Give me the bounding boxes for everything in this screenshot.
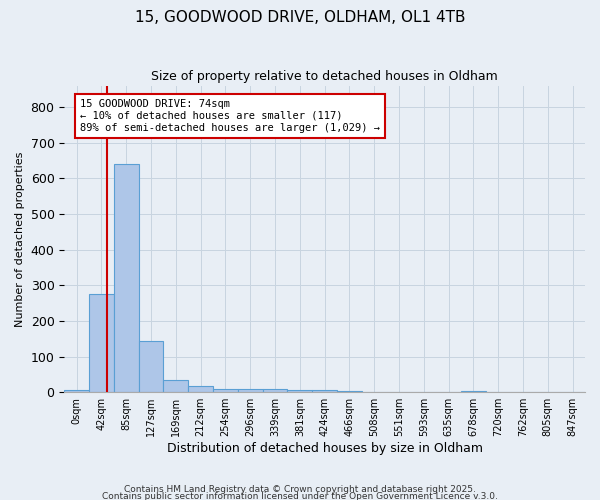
Bar (89, 294, 114, 392)
Text: 15 GOODWOOD DRIVE: 74sqm
← 10% of detached houses are smaller (117)
89% of semi-: 15 GOODWOOD DRIVE: 74sqm ← 10% of detach… (80, 100, 380, 132)
Title: Size of property relative to detached houses in Oldham: Size of property relative to detached ho… (151, 70, 498, 83)
Text: Contains public sector information licensed under the Open Government Licence v.: Contains public sector information licen… (102, 492, 498, 500)
Bar (213, 388, 238, 392)
Bar (461, 391, 486, 392)
Bar (188, 386, 213, 392)
Bar (287, 390, 312, 392)
X-axis label: Distribution of detached houses by size in Oldham: Distribution of detached houses by size … (167, 442, 482, 455)
Text: 15, GOODWOOD DRIVE, OLDHAM, OL1 4TB: 15, GOODWOOD DRIVE, OLDHAM, OL1 4TB (135, 10, 465, 25)
Bar (163, 380, 188, 392)
Y-axis label: Number of detached properties: Number of detached properties (15, 151, 25, 326)
Bar (114, 164, 139, 392)
Bar (312, 390, 337, 392)
Bar (238, 389, 263, 392)
Bar (263, 390, 287, 392)
Bar (139, 341, 163, 392)
Bar (337, 391, 362, 392)
Text: Contains HM Land Registry data © Crown copyright and database right 2025.: Contains HM Land Registry data © Crown c… (124, 486, 476, 494)
Bar (64, 390, 89, 392)
